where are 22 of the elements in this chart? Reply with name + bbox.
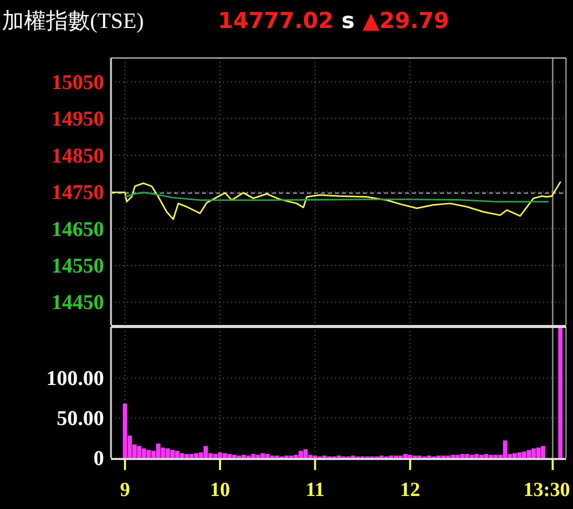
text: 14777.02 [218, 9, 334, 34]
text: ▲29.79 [362, 9, 450, 34]
x-tick-label: 12 [400, 479, 420, 501]
chart-title: 加權指數(TSE) [2, 8, 144, 33]
x-tick-label: 10 [210, 479, 230, 501]
y-tick-label: 0 [94, 446, 104, 470]
line-series [124, 192, 549, 202]
y-tick-label: 14750 [52, 180, 104, 204]
x-tick-label: 9 [120, 479, 130, 501]
y-tick-label: 14850 [52, 143, 104, 168]
y-tick-label: 100.00 [46, 366, 104, 390]
y-tick-label: 14650 [52, 216, 104, 241]
y-tick-label: 14950 [52, 106, 104, 131]
text: s [342, 9, 355, 34]
y-tick-label: 15050 [52, 70, 104, 94]
line-series [110, 181, 562, 220]
bar [558, 327, 562, 458]
y-tick-label: 14550 [52, 254, 104, 278]
y-tick-label: 14450 [52, 290, 104, 314]
x-tick-label: 13:30 [523, 479, 570, 501]
y-tick-label: 50.00 [56, 406, 104, 430]
x-tick-label: 11 [306, 479, 325, 501]
